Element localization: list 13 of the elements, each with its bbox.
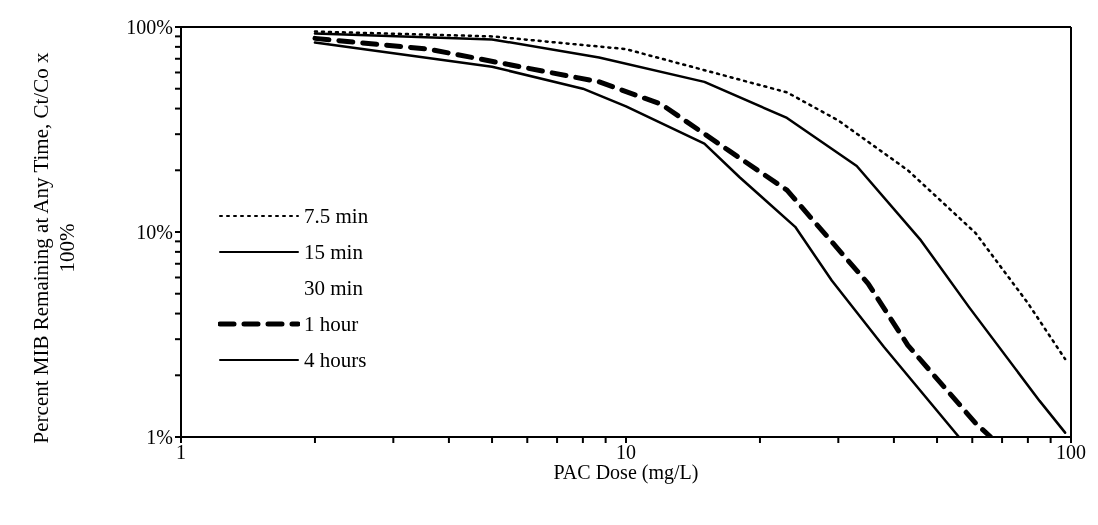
x-axis-title: PAC Dose (mg/L) [553,461,699,484]
x-tick-label: 10 [616,441,636,464]
annotation: 30 min [303,274,364,302]
y-axis-title: Percent MIB Remaining at Any Time, Ct/Co x 100% [28,51,80,446]
legend-label: 15 min [304,239,363,265]
legend-label: 4 hours [304,347,367,373]
x-tick-label: 100 [1056,441,1086,464]
legend-label: 7.5 min [304,203,369,229]
y-tick-label: 1% [146,426,173,449]
y-tick-label: 10% [136,221,173,244]
x-tick-label: 1 [176,441,186,464]
y-tick-label: 100% [126,16,173,39]
legend-label: 1 hour [304,311,359,337]
